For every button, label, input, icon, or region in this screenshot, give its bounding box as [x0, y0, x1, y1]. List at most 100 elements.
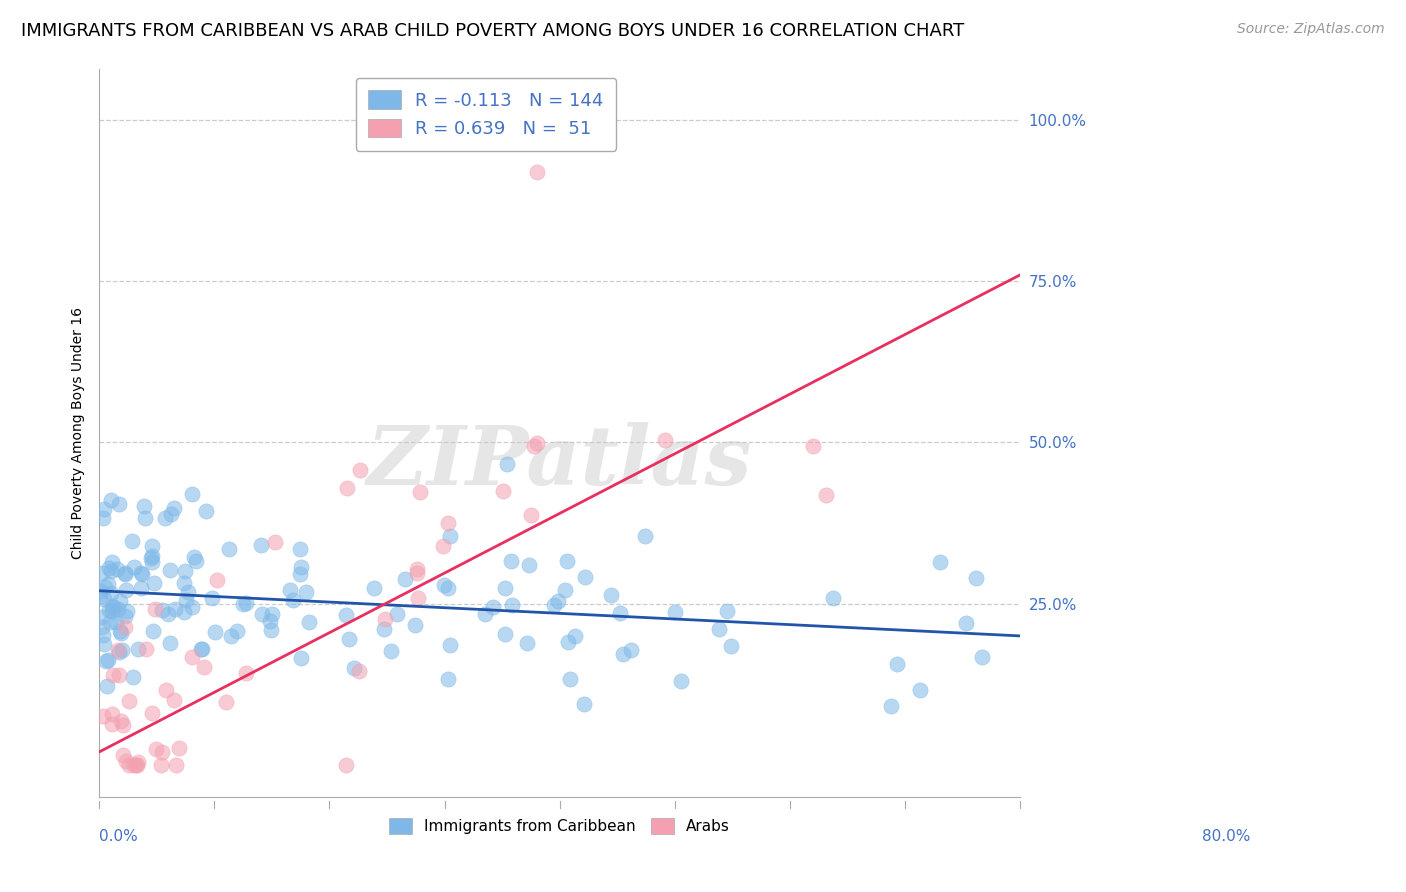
Point	[908, 682, 931, 697]
Point	[349, 665, 371, 679]
Point	[191, 642, 214, 657]
Point	[114, 609, 136, 624]
Point	[141, 539, 163, 553]
Point	[101, 599, 124, 614]
Point	[260, 623, 283, 637]
Point	[349, 462, 371, 476]
Point	[100, 599, 122, 613]
Point	[181, 600, 204, 615]
Point	[181, 487, 204, 501]
Point	[496, 457, 519, 471]
Point	[664, 605, 686, 619]
Point	[101, 604, 124, 618]
Text: 0.0%: 0.0%	[100, 829, 138, 844]
Text: ZIPatlas: ZIPatlas	[367, 422, 752, 502]
Point	[90, 566, 112, 581]
Point	[249, 538, 271, 552]
Point	[494, 626, 516, 640]
Point	[134, 511, 156, 525]
Point	[118, 694, 141, 708]
Point	[409, 485, 432, 500]
Point	[634, 529, 657, 543]
Point	[127, 641, 149, 656]
Point	[295, 584, 318, 599]
Point	[437, 516, 460, 531]
Point	[432, 539, 454, 553]
Point	[142, 576, 165, 591]
Point	[517, 558, 540, 572]
Point	[394, 572, 416, 586]
Point	[437, 581, 460, 595]
Point	[114, 620, 136, 634]
Point	[107, 602, 129, 616]
Point	[131, 581, 153, 595]
Point	[492, 483, 515, 498]
Point	[290, 560, 312, 574]
Point	[108, 668, 131, 682]
Point	[337, 632, 360, 647]
Point	[105, 615, 128, 629]
Point	[135, 641, 157, 656]
Point	[815, 488, 838, 502]
Point	[98, 615, 121, 629]
Point	[406, 562, 429, 576]
Point	[163, 693, 186, 707]
Point	[481, 599, 503, 614]
Point	[494, 581, 516, 595]
Point	[821, 591, 844, 605]
Point	[159, 636, 181, 650]
Point	[363, 581, 385, 595]
Point	[880, 698, 903, 713]
Point	[439, 638, 461, 652]
Point	[547, 594, 569, 608]
Point	[163, 500, 186, 515]
Point	[669, 673, 692, 688]
Point	[387, 607, 409, 622]
Point	[91, 511, 114, 525]
Point	[145, 742, 167, 756]
Point	[167, 741, 190, 756]
Point	[90, 610, 112, 624]
Point	[155, 511, 177, 525]
Point	[226, 624, 249, 638]
Point	[218, 542, 240, 557]
Point	[336, 481, 359, 495]
Point	[235, 665, 257, 680]
Point	[122, 560, 145, 574]
Point	[155, 683, 177, 698]
Point	[100, 564, 122, 578]
Point	[129, 566, 152, 580]
Point	[433, 578, 456, 592]
Point	[232, 597, 254, 611]
Point	[235, 596, 257, 610]
Point	[183, 549, 205, 564]
Point	[97, 603, 120, 617]
Point	[335, 608, 357, 623]
Point	[159, 563, 181, 577]
Point	[288, 542, 311, 557]
Point	[97, 561, 120, 575]
Point	[516, 636, 538, 650]
Point	[108, 594, 131, 608]
Point	[91, 628, 114, 642]
Point	[501, 598, 523, 612]
Point	[342, 661, 364, 675]
Point	[574, 570, 596, 584]
Point	[290, 566, 312, 581]
Point	[716, 604, 738, 618]
Point	[195, 504, 218, 518]
Point	[121, 533, 143, 548]
Point	[526, 436, 548, 450]
Point	[107, 642, 129, 657]
Point	[801, 439, 824, 453]
Point	[439, 529, 461, 543]
Point	[100, 493, 122, 508]
Point	[96, 654, 118, 668]
Point	[114, 754, 136, 768]
Y-axis label: Child Poverty Among Boys Under 16: Child Poverty Among Boys Under 16	[72, 307, 86, 558]
Point	[955, 615, 977, 630]
Point	[406, 566, 429, 581]
Point	[117, 604, 139, 618]
Point	[262, 607, 284, 621]
Point	[335, 757, 357, 772]
